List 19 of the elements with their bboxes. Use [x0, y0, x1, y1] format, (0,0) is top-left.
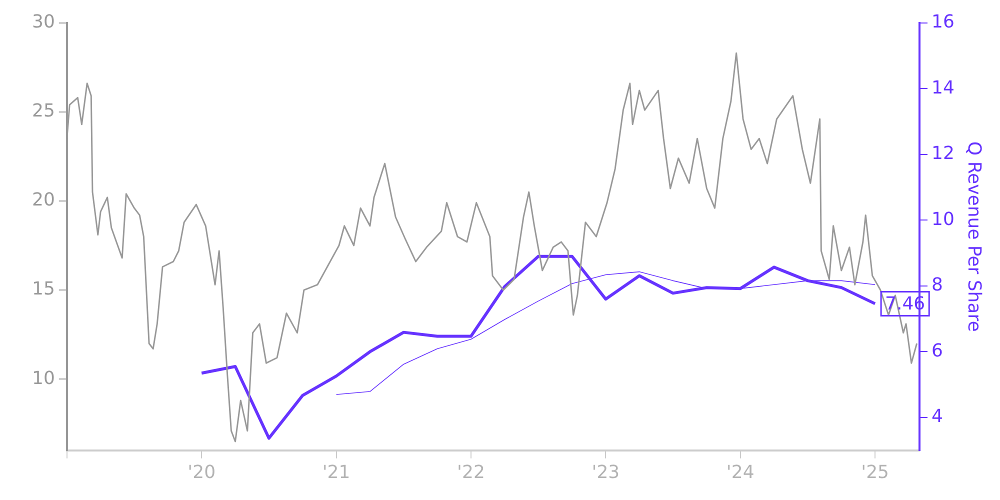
- y2-tick-label: 12: [931, 143, 954, 164]
- y-tick-label: 15: [32, 278, 55, 300]
- y-tick-label: 30: [32, 11, 55, 32]
- y2-tick-label: 14: [931, 77, 954, 98]
- y2-axis-title: Q Revenue Per Share: [964, 141, 985, 332]
- y-tick-label: 25: [32, 100, 55, 122]
- y2-tick-label: 6: [931, 340, 943, 362]
- y2-tick-label: 16: [931, 11, 954, 32]
- x-tick-label: '22: [457, 462, 485, 483]
- y2-tick-label: 4: [931, 406, 943, 428]
- y-tick-label: 20: [32, 190, 55, 211]
- x-tick-label: '23: [592, 462, 620, 483]
- y-tick-label: 10: [32, 368, 55, 389]
- x-tick-label: '20: [188, 462, 216, 483]
- x-tick-label: '21: [322, 462, 350, 483]
- x-tick-label: '25: [861, 462, 889, 483]
- x-tick-label: '24: [726, 462, 754, 483]
- y2-tick-label: 10: [931, 208, 954, 230]
- y2-tick-label: 8: [931, 274, 943, 296]
